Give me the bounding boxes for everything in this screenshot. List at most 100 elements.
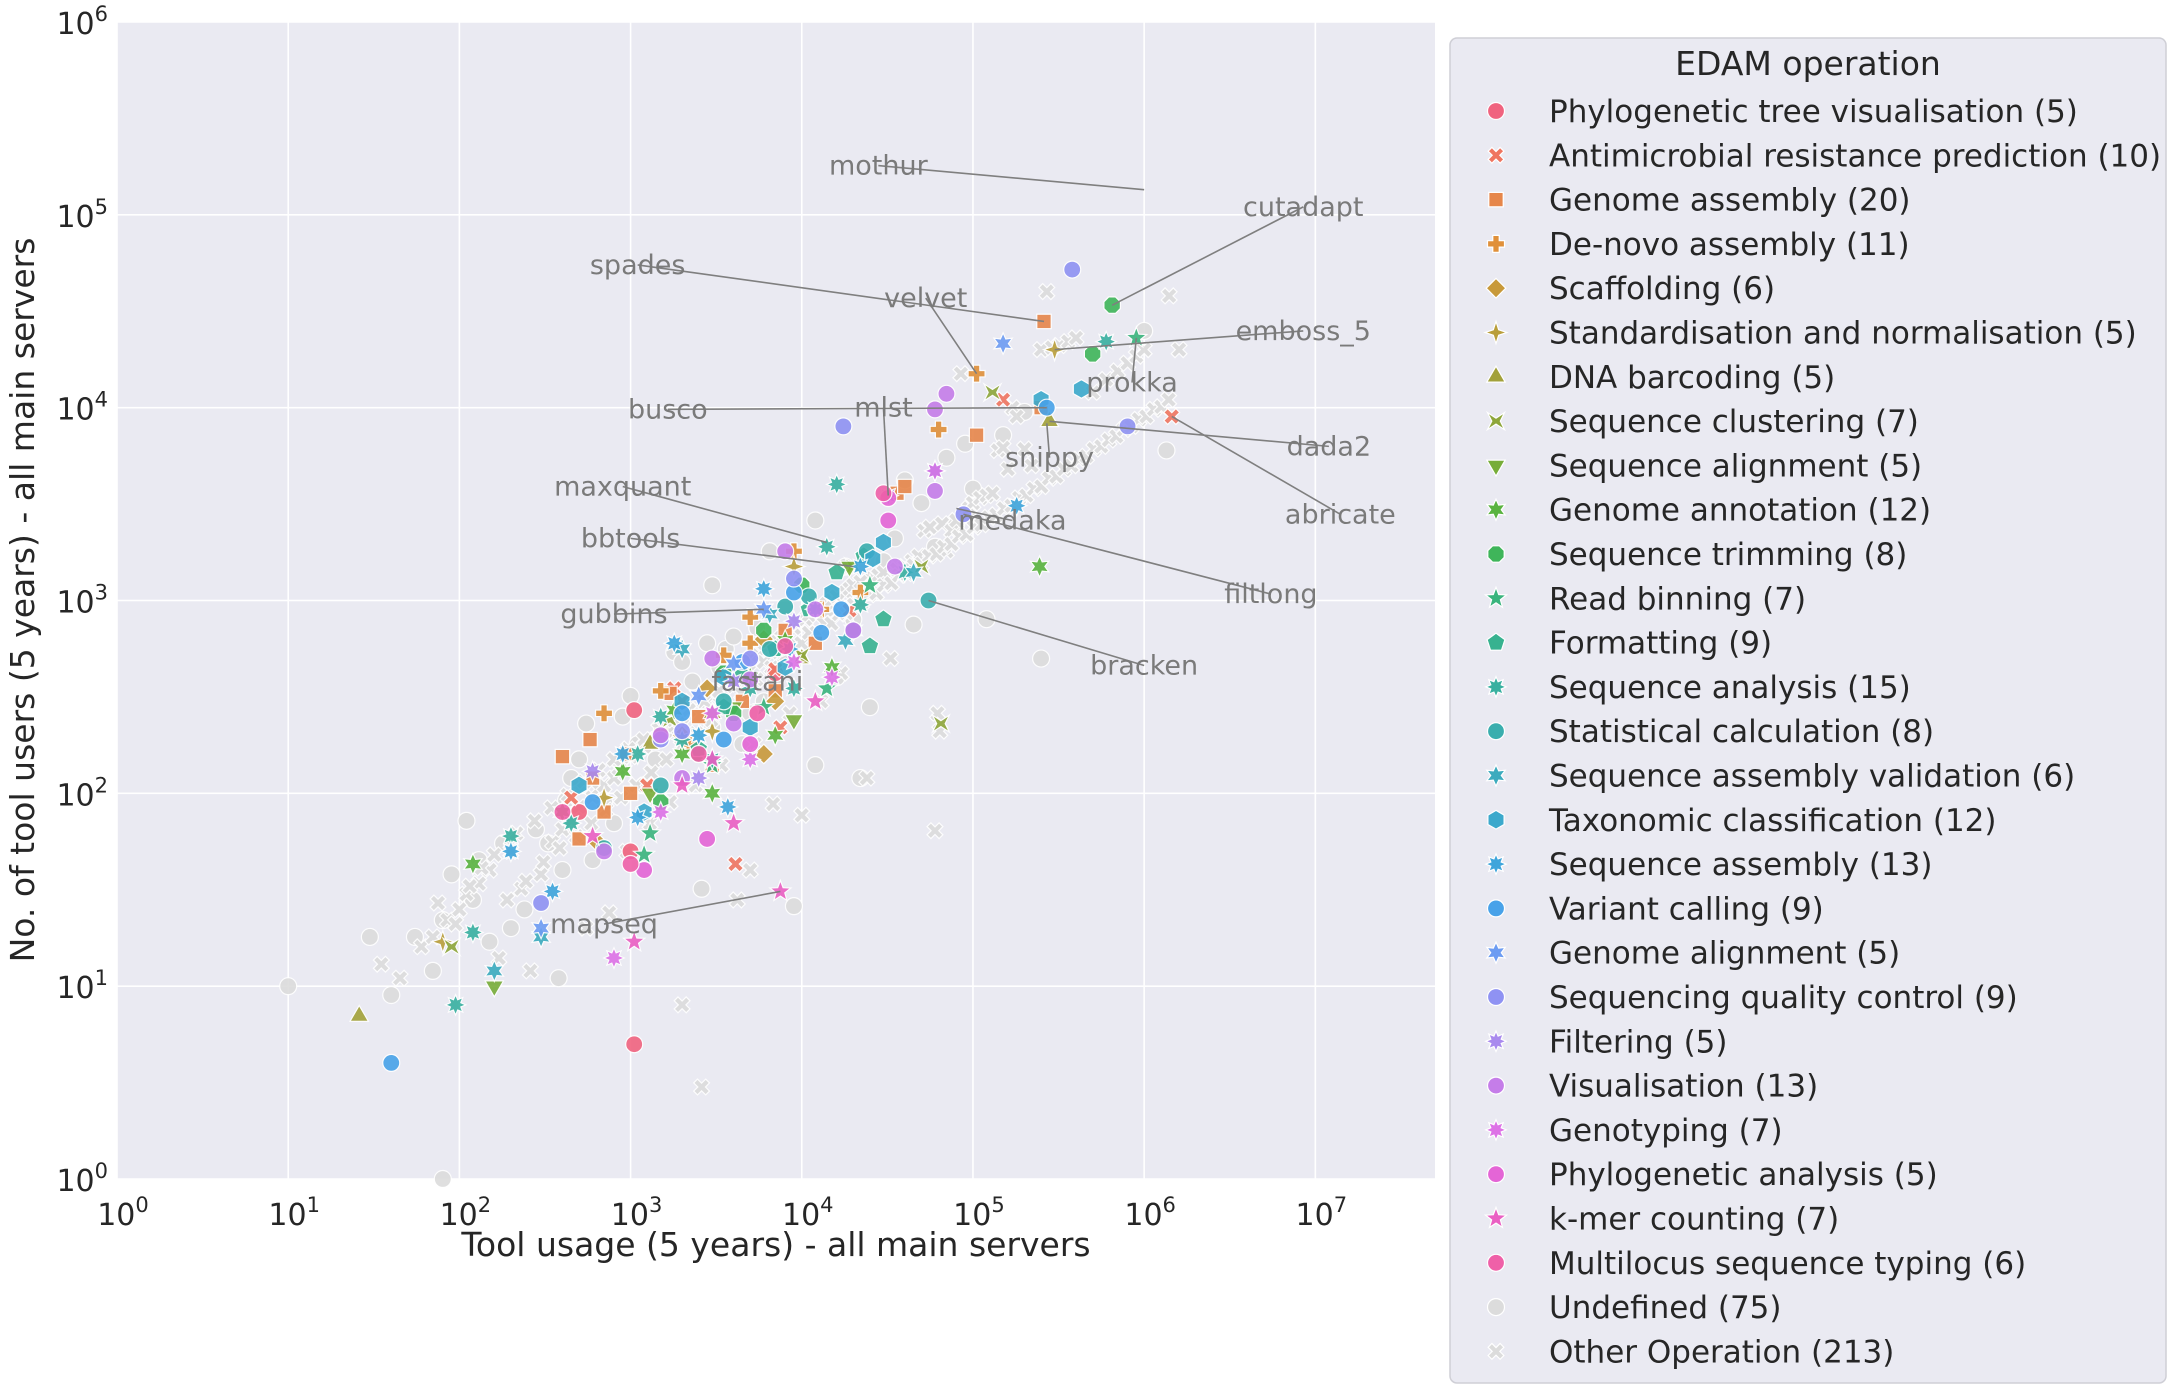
data-point: [977, 610, 996, 629]
legend-frame: [1449, 37, 2167, 1384]
legend-label: Visualisation (13): [1549, 1069, 1818, 1105]
data-point: [812, 623, 831, 642]
legend-label: Statistical calculation (8): [1549, 714, 1934, 750]
annotation-label: mlst: [854, 393, 912, 424]
data-point: [602, 946, 626, 970]
legend-label: Genome alignment (5): [1549, 936, 1900, 972]
data-point: [776, 597, 795, 616]
data-point: [748, 704, 767, 723]
data-point: [848, 554, 873, 579]
data-point: [631, 842, 657, 866]
legend-label: Genome annotation (12): [1549, 493, 1931, 529]
data-point: [824, 472, 849, 497]
y-tick-label: 105: [56, 195, 108, 235]
data-point: [716, 795, 740, 819]
data-point: [577, 919, 595, 937]
legend-label: Taxonomic classification (12): [1548, 803, 1997, 839]
data-point: [823, 582, 841, 603]
data-point: [637, 820, 663, 844]
data-point: [673, 996, 691, 1014]
legend-marker: [1487, 545, 1505, 563]
data-point: [783, 714, 805, 732]
data-point: [1083, 345, 1102, 363]
legend-marker: [1484, 1118, 1508, 1142]
x-tick-label: 106: [1124, 1193, 1176, 1233]
data-point: [499, 839, 523, 864]
legend-label: Formatting (9): [1549, 626, 1772, 662]
data-point: [768, 878, 793, 902]
legend-marker: [1486, 1076, 1506, 1095]
data-point: [857, 572, 883, 596]
data-point: [692, 1078, 711, 1096]
annotation-line: [630, 537, 854, 568]
data-point: [844, 621, 863, 640]
legend-marker: [1486, 234, 1506, 253]
data-point: [485, 846, 504, 864]
data-point: [1160, 287, 1178, 305]
legend-marker: [1486, 722, 1506, 741]
data-point: [937, 384, 956, 403]
data-point: [760, 639, 779, 659]
data-point: [457, 811, 476, 830]
data-point: [360, 927, 379, 947]
legend-title: EDAM operation: [1675, 44, 1941, 83]
data-point: [429, 894, 447, 912]
x-tick-label: 101: [268, 1193, 320, 1233]
x-tick-label: 100: [97, 1193, 149, 1233]
data-point: [429, 928, 456, 955]
data-point: [446, 915, 465, 933]
legend-marker: [1486, 987, 1506, 1007]
x-tick-label: 103: [611, 1193, 663, 1233]
data-point: [651, 776, 670, 795]
data-point: [999, 460, 1017, 478]
legend-label: Read binning (7): [1549, 581, 1806, 617]
data-point: [754, 621, 773, 640]
data-point: [741, 735, 760, 754]
data-point: [926, 821, 944, 840]
data-point: [929, 420, 948, 439]
legend-label: Sequencing quality control (9): [1549, 980, 2018, 1016]
data-point: [782, 650, 806, 674]
data-point: [1038, 282, 1056, 301]
data-point: [903, 560, 925, 585]
data-point: [741, 861, 760, 879]
annotation-line: [963, 513, 1272, 595]
data-point: [921, 518, 939, 536]
x-tick-label: 102: [440, 1193, 492, 1233]
data-point: [1067, 329, 1085, 347]
data-point: [621, 854, 640, 874]
data-point: [881, 649, 900, 668]
annotation-line: [1171, 415, 1341, 515]
data-point: [741, 649, 760, 668]
data-point: [904, 615, 923, 634]
data-point: [569, 750, 589, 769]
x-tick-label: 104: [782, 1193, 834, 1233]
y-tick-label: 100: [56, 1159, 108, 1199]
data-point: [701, 781, 723, 806]
annotation-label: bbtools: [581, 523, 680, 554]
series-group: [580, 688, 828, 953]
legend-label: Multilocus sequence typing (6): [1549, 1246, 2026, 1282]
legend-marker: [1485, 940, 1507, 965]
data-point: [594, 842, 614, 861]
annotation-line: [1049, 420, 1329, 448]
data-point: [550, 839, 569, 857]
data-point: [1022, 456, 1041, 475]
legend-marker: [1483, 1205, 1509, 1229]
data-point: [873, 609, 894, 628]
data-point: [815, 534, 839, 559]
data-point: [498, 891, 516, 909]
data-point: [583, 793, 602, 812]
legend-label: Variant calling (9): [1549, 891, 1824, 927]
data-point: [806, 511, 825, 530]
legend-marker: [1484, 1029, 1508, 1054]
data-point: [983, 484, 1002, 503]
data-point: [764, 723, 786, 748]
legend-label: Sequence alignment (5): [1549, 448, 1922, 484]
data-point: [412, 938, 431, 956]
data-point: [982, 382, 1003, 403]
data-point: [450, 900, 469, 919]
data-point: [554, 748, 571, 765]
legend-marker: [1483, 319, 1509, 346]
x-tick-labels: 100 101 102 103 104 105 106 107: [97, 1193, 1347, 1233]
